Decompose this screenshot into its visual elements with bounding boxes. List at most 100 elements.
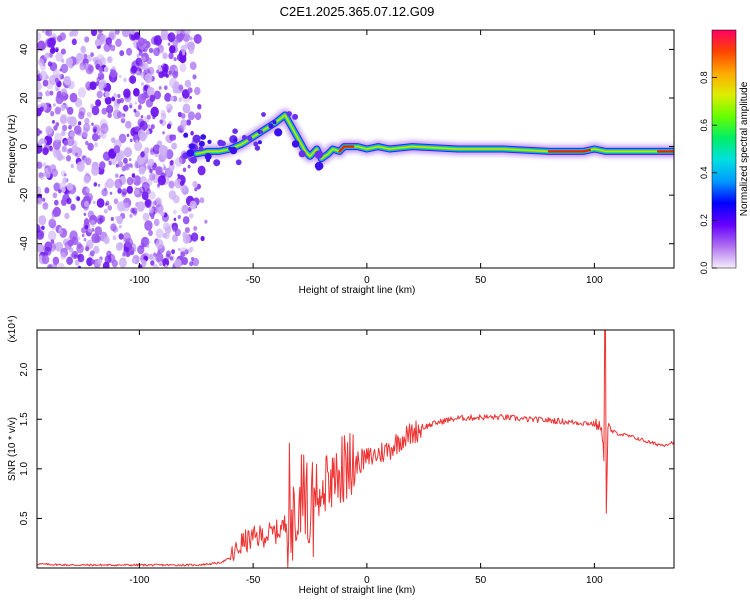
noise-speckle [58,228,63,235]
noise-speckle [90,52,94,57]
noise-speckle [107,56,113,64]
noise-speckle [96,90,103,99]
noise-speckle [68,116,77,127]
colorbar-tick-label: 0.0 [699,262,709,275]
noise-speckle [129,104,133,109]
noise-speckle [84,225,89,230]
noise-speckle [187,87,193,94]
noise-speckle [139,68,142,72]
x-tick-label: -100 [129,275,149,286]
noise-speckle [41,225,45,231]
noise-speckle [146,244,150,249]
noise-speckle [159,67,163,72]
noise-speckle [126,251,131,257]
noise-speckle [54,77,59,83]
noise-speckle [141,259,147,267]
noise-speckle [94,38,101,47]
snr-y-ticks: 0.5 1.0 1.5 2.0 [19,362,674,525]
noise-speckle [142,62,149,71]
noise-speckle [160,109,166,117]
noise-speckle [77,265,82,268]
noise-speckle [61,145,67,153]
noise-speckle [114,30,120,35]
y-tick-label: 20 [19,92,30,104]
noise-speckle [148,47,154,54]
noise-speckle [63,139,69,146]
noise-speckle [130,65,137,74]
noise-speckle [107,112,112,119]
noise-speckle [181,89,190,99]
noise-speckle [136,70,140,76]
noise-speckle [95,99,102,107]
noise-speckle [189,36,193,41]
noise-speckle [101,107,108,115]
noise-speckle [158,71,165,79]
colorbar-ticks: 0.0 0.2 0.4 0.6 0.8 [699,71,717,274]
noise-speckle [115,215,118,220]
noise-speckle [54,106,61,115]
colorbar: 0.0 0.2 0.4 0.6 0.8 Normalized spectral ampl… [699,29,750,274]
ridge-blob [204,153,212,160]
noise-speckle [73,125,82,135]
noise-speckle [77,253,85,263]
noise-speckle [160,211,165,217]
noise-speckle [86,193,93,202]
noise-speckle [104,96,112,105]
noise-speckle [156,69,160,74]
noise-speckle [174,157,183,167]
noise-speckle [66,197,72,205]
x-tick-label: 100 [586,575,603,586]
spectrogram-x-label: Height of straight line (km) [299,285,416,296]
noise-speckle [47,230,57,242]
noise-speckle [81,226,87,234]
ridge-blob [257,140,262,145]
noise-speckle [47,264,53,268]
noise-speckle [126,47,133,56]
noise-speckle [66,182,74,191]
ridge-blob [235,159,242,166]
noise-speckle [48,218,57,229]
noise-speckle [97,258,103,265]
noise-speckle [103,208,108,214]
noise-speckle [125,237,133,248]
noise-speckle [152,255,157,261]
colorbar-tick-label: 0.6 [699,119,709,132]
noise-speckle [54,132,63,143]
noise-speckle [79,62,87,71]
noise-speckle [190,232,199,242]
noise-speckle [66,148,71,154]
noise-speckle [55,149,60,155]
noise-speckle [163,166,167,171]
noise-speckle [41,255,50,265]
noise-speckle [174,67,178,72]
noise-speckle [63,173,67,177]
noise-speckle [37,143,43,154]
noise-speckle [150,124,155,130]
noise-speckle [70,203,76,211]
noise-speckle [135,139,139,144]
noise-speckle [110,157,117,165]
noise-speckle [117,94,121,98]
noise-speckle [91,122,94,126]
x-tick-label: 50 [475,575,487,586]
ridge-peak-segment [547,148,591,153]
y-tick-label: -40 [19,236,30,251]
noise-speckle [131,258,137,264]
noise-speckle [103,66,109,73]
ridge-blob [200,134,207,140]
noise-speckle [42,172,46,177]
noise-speckle [188,41,195,50]
noise-speckle [105,37,113,46]
noise-speckle [52,68,60,78]
ridge-blob [314,150,323,159]
noise-speckle [105,178,114,189]
y-tick-label: -20 [19,187,30,202]
noise-speckle [76,161,85,172]
noise-speckle [192,74,197,80]
noise-speckle [186,119,192,126]
ridge-band [195,114,674,160]
noise-speckle [101,188,108,197]
noise-speckle [70,163,75,169]
noise-speckle [55,52,64,62]
noise-speckle [96,54,105,64]
